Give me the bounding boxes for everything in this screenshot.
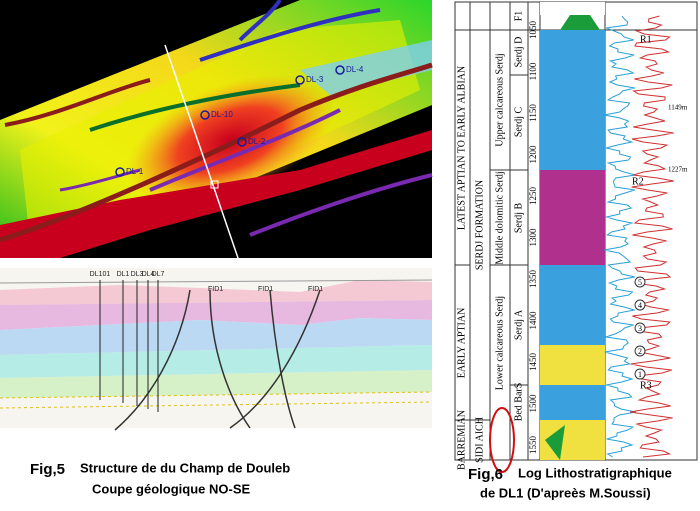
depth-label: 1100 — [528, 62, 538, 80]
marker-circle — [634, 276, 646, 288]
well-label: DL101 — [90, 271, 111, 278]
figure-label: Fig,6 — [468, 466, 503, 483]
marker-label: 4 — [638, 301, 642, 310]
depth-mark: 1149m — [668, 104, 688, 112]
depth-mark: 1227m — [668, 166, 688, 174]
reservoir: R1 — [640, 34, 652, 45]
marker-label: 3 — [638, 324, 642, 333]
stage: LATEST APTIAN TO EARLY ALBIAN — [456, 66, 467, 230]
well-label: DL-3 — [306, 75, 324, 84]
well-label: DL-4 — [346, 65, 364, 74]
well-symbol — [200, 110, 210, 120]
header: F1 — [513, 11, 524, 22]
stage: EARLY APTIAN — [456, 308, 467, 379]
well-label: DL-1 — [126, 167, 144, 176]
log-curve — [604, 15, 637, 458]
depth-label: 1350 — [528, 270, 538, 289]
depth-label: 1200 — [528, 145, 538, 164]
depth-label: 1150 — [528, 104, 538, 122]
member: Middle dolomitic Serdj — [494, 171, 505, 264]
well-label: DL-10 — [211, 110, 233, 119]
caption: Structure de du Champ de Douleb — [80, 460, 290, 475]
depth-label: 1500 — [528, 394, 538, 413]
submember: Serdj B — [513, 203, 524, 234]
fault-label: FID1 — [308, 286, 323, 293]
log-curve — [630, 15, 674, 458]
well-label: DL7 — [152, 271, 165, 278]
depth-label: 1250 — [528, 187, 538, 206]
marker-label: 5 — [638, 278, 642, 287]
submember: Serdj D — [513, 37, 524, 68]
depth-label: 1550 — [528, 436, 538, 455]
depth-label: 1400 — [528, 311, 538, 330]
structure-map: DL-1 DL-2 DL-3 DL-4 DL-10 — [0, 0, 433, 259]
figure-label: Fig,5 — [30, 461, 65, 478]
reservoir: R2 — [632, 176, 644, 187]
well-symbol — [295, 75, 305, 85]
well-label: DL-2 — [248, 137, 266, 146]
well-label: DL4 — [142, 271, 155, 278]
caption: Coupe géologique NO-SE — [92, 481, 250, 496]
depth-label: 1050 — [528, 21, 538, 40]
well-label: DL3 — [131, 271, 144, 278]
litho-log: 1050 1100 1150 1200 1250 1300 1350 1400 1450 1500… — [454, 1, 698, 473]
submember: Bed BarS — [513, 383, 524, 422]
fault-label: FID1 — [258, 286, 273, 293]
member: Upper calcareous Serdj — [494, 53, 505, 146]
formation: SIDI AICH — [474, 417, 485, 463]
caption: de DL1 (D'apreès M.Soussi) — [480, 485, 651, 500]
well-symbol — [115, 167, 125, 177]
formation: SERDJ FORMATION — [474, 180, 485, 270]
marker-circle — [634, 299, 646, 311]
marker-label: 1 — [638, 370, 642, 379]
depth-label: 1450 — [528, 353, 538, 372]
stage: BARREMIAN — [456, 410, 467, 470]
marker-circle — [634, 368, 646, 380]
well-label: DL1 — [117, 271, 130, 278]
well-symbol — [335, 65, 345, 75]
reservoir: R3 — [640, 380, 652, 391]
submember: Serdj A — [513, 309, 524, 340]
fault-label: FID1 — [208, 286, 223, 293]
marker-circle — [634, 322, 646, 334]
depth-label: 1300 — [528, 228, 538, 247]
submember: Serdj C — [513, 107, 524, 138]
marker-circle — [634, 345, 646, 357]
marker-label: 2 — [638, 347, 642, 356]
well-symbol — [237, 137, 247, 147]
member: Lower calcareous Serdj — [494, 296, 505, 390]
caption: Log Lithostratigraphique — [518, 465, 672, 480]
